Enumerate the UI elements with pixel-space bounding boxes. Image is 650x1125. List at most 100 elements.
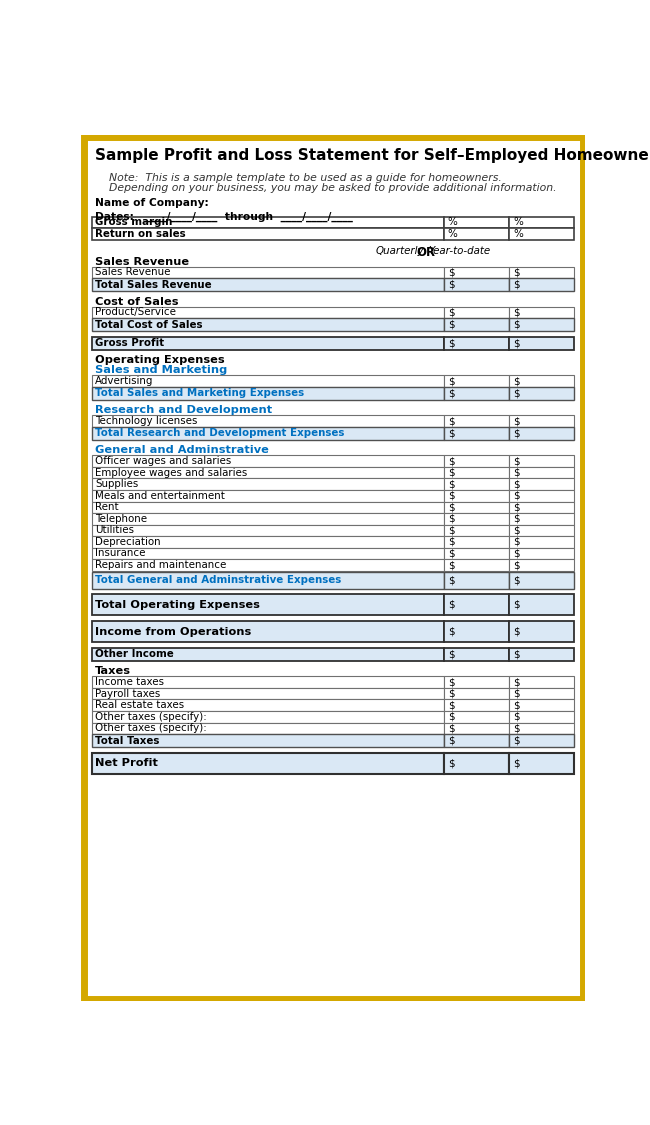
Text: Insurance: Insurance: [95, 549, 146, 558]
Text: $: $: [513, 307, 519, 317]
Text: $: $: [448, 456, 454, 466]
FancyBboxPatch shape: [444, 676, 509, 687]
FancyBboxPatch shape: [92, 456, 444, 467]
FancyBboxPatch shape: [509, 478, 574, 490]
FancyBboxPatch shape: [509, 711, 574, 722]
FancyBboxPatch shape: [444, 548, 509, 559]
FancyBboxPatch shape: [444, 502, 509, 513]
Text: Employee wages and salaries: Employee wages and salaries: [95, 468, 248, 478]
FancyBboxPatch shape: [509, 734, 574, 747]
Text: Quarterly: Quarterly: [376, 246, 424, 255]
FancyBboxPatch shape: [509, 456, 574, 467]
Text: $: $: [513, 688, 519, 699]
Text: $: $: [513, 576, 519, 585]
Text: $: $: [513, 649, 519, 659]
Text: $: $: [513, 376, 519, 386]
FancyBboxPatch shape: [509, 387, 574, 399]
FancyBboxPatch shape: [444, 387, 509, 399]
FancyBboxPatch shape: [92, 513, 444, 524]
Text: Cost of Sales: Cost of Sales: [95, 297, 179, 307]
Text: $: $: [448, 723, 454, 734]
FancyBboxPatch shape: [444, 513, 509, 524]
FancyBboxPatch shape: [509, 415, 574, 426]
FancyBboxPatch shape: [444, 594, 509, 615]
Text: Income from Operations: Income from Operations: [95, 627, 252, 637]
FancyBboxPatch shape: [92, 415, 444, 426]
Text: $: $: [448, 388, 454, 398]
FancyBboxPatch shape: [444, 336, 509, 350]
FancyBboxPatch shape: [509, 687, 574, 700]
Text: $: $: [513, 456, 519, 466]
Text: Rent: Rent: [95, 502, 119, 512]
FancyBboxPatch shape: [509, 426, 574, 440]
Text: $: $: [513, 479, 519, 489]
Text: Telephone: Telephone: [95, 514, 148, 524]
Text: Supplies: Supplies: [95, 479, 138, 489]
Text: Depreciation: Depreciation: [95, 537, 161, 547]
Text: $: $: [448, 627, 454, 637]
Text: Gross Profit: Gross Profit: [95, 339, 164, 349]
FancyBboxPatch shape: [509, 307, 574, 318]
Text: $: $: [513, 514, 519, 524]
FancyBboxPatch shape: [509, 537, 574, 548]
Text: $: $: [448, 429, 454, 439]
Text: Income taxes: Income taxes: [95, 677, 164, 687]
Text: $: $: [513, 677, 519, 687]
Text: $: $: [513, 502, 519, 512]
FancyBboxPatch shape: [92, 734, 444, 747]
Text: $: $: [513, 758, 519, 768]
Text: %: %: [513, 217, 523, 227]
FancyBboxPatch shape: [444, 478, 509, 490]
FancyBboxPatch shape: [444, 490, 509, 502]
Text: $: $: [513, 319, 519, 330]
Text: $: $: [513, 627, 519, 637]
FancyBboxPatch shape: [92, 278, 444, 291]
Text: Sample Profit and Loss Statement for Self–Employed Homeowners: Sample Profit and Loss Statement for Sel…: [95, 148, 650, 163]
FancyBboxPatch shape: [509, 722, 574, 734]
FancyBboxPatch shape: [444, 217, 509, 228]
FancyBboxPatch shape: [444, 621, 509, 642]
Text: Total General and Adminstrative Expenses: Total General and Adminstrative Expenses: [95, 576, 341, 585]
FancyBboxPatch shape: [444, 376, 509, 387]
FancyBboxPatch shape: [444, 456, 509, 467]
FancyBboxPatch shape: [509, 467, 574, 478]
FancyBboxPatch shape: [509, 559, 574, 570]
Text: $: $: [448, 600, 454, 610]
FancyBboxPatch shape: [92, 548, 444, 559]
FancyBboxPatch shape: [509, 228, 574, 240]
FancyBboxPatch shape: [92, 228, 444, 240]
FancyBboxPatch shape: [444, 278, 509, 291]
FancyBboxPatch shape: [92, 502, 444, 513]
FancyBboxPatch shape: [509, 318, 574, 332]
FancyBboxPatch shape: [444, 648, 509, 660]
FancyBboxPatch shape: [92, 524, 444, 537]
Text: Net Profit: Net Profit: [95, 758, 158, 768]
Text: $: $: [513, 700, 519, 710]
FancyBboxPatch shape: [92, 573, 444, 588]
Text: $: $: [513, 723, 519, 734]
FancyBboxPatch shape: [92, 648, 444, 660]
Text: $: $: [448, 268, 454, 278]
Text: Other Income: Other Income: [95, 649, 174, 659]
Text: %: %: [448, 217, 458, 227]
FancyBboxPatch shape: [444, 722, 509, 734]
Text: Gross margin: Gross margin: [95, 217, 172, 227]
FancyBboxPatch shape: [509, 336, 574, 350]
Text: $: $: [448, 649, 454, 659]
Text: $: $: [513, 280, 519, 290]
Text: Year-to-date: Year-to-date: [428, 246, 491, 255]
FancyBboxPatch shape: [444, 228, 509, 240]
FancyBboxPatch shape: [92, 594, 444, 615]
Text: $: $: [448, 700, 454, 710]
Text: Name of Company:: Name of Company:: [95, 198, 209, 208]
FancyBboxPatch shape: [92, 217, 444, 228]
FancyBboxPatch shape: [444, 467, 509, 478]
Text: $: $: [448, 468, 454, 478]
Text: $: $: [448, 319, 454, 330]
Text: Sales Revenue: Sales Revenue: [95, 256, 189, 267]
Text: Total Sales and Marketing Expenses: Total Sales and Marketing Expenses: [95, 388, 304, 398]
FancyBboxPatch shape: [444, 307, 509, 318]
Text: $: $: [448, 549, 454, 558]
Text: $: $: [448, 525, 454, 536]
FancyBboxPatch shape: [92, 336, 444, 350]
